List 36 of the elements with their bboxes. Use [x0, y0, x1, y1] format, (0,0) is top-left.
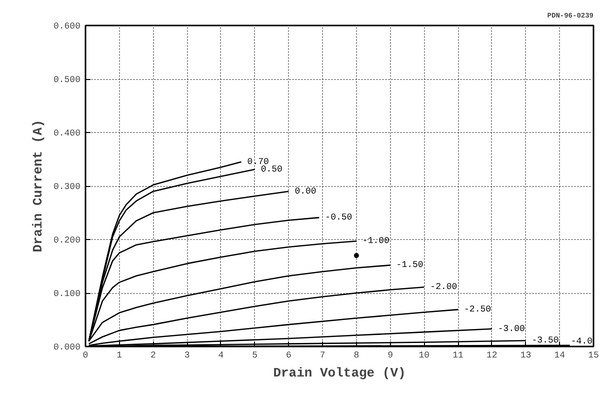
x-tick-label: 15: [588, 350, 599, 360]
y-tick-label: 0.200: [53, 236, 81, 246]
series-label: -1.00: [362, 236, 390, 246]
x-tick-label: 1: [116, 350, 122, 360]
x-tick-label: 11: [452, 350, 464, 360]
legend-label: -4.0: [570, 336, 593, 346]
y-tick-label: 0.100: [53, 289, 81, 299]
legend-label: -3.50: [532, 336, 559, 346]
series-label: -0.50: [325, 212, 352, 223]
x-tick-label: 6: [286, 350, 292, 360]
series-label: 0.50: [260, 164, 282, 174]
x-tick-label: 5: [252, 350, 258, 360]
series-label: 0.00: [294, 186, 316, 196]
series-label: -2.00: [430, 282, 458, 292]
x-tick-label: 3: [184, 350, 190, 360]
x-tick-label: 10: [418, 350, 430, 360]
y-tick-label: 0.500: [53, 75, 81, 85]
y-tick-label: 0.600: [53, 22, 81, 32]
x-tick-label: 7: [320, 350, 326, 360]
series-label: -3.00: [498, 324, 525, 334]
series-label: -2.50: [464, 304, 492, 315]
x-tick-label: 8: [354, 350, 360, 360]
x-tick-label: 2: [150, 350, 156, 360]
y-axis-title: Drain Current (A): [30, 120, 46, 252]
y-tick-label: 0.000: [53, 342, 81, 352]
x-tick-label: 13: [520, 350, 532, 360]
y-tick-label: 0.300: [53, 182, 81, 192]
x-tick-label: 0: [82, 350, 88, 360]
series-label: 0.70: [247, 156, 269, 167]
x-tick-label: 4: [218, 350, 224, 360]
x-tick-label: 9: [388, 350, 394, 360]
x-tick-label: 12: [486, 350, 498, 360]
x-tick-label: 14: [554, 350, 566, 360]
y-tick-label: 0.400: [53, 128, 81, 138]
x-axis-title: Drain Voltage (V): [273, 366, 406, 380]
series-label: -1.50: [396, 260, 424, 270]
